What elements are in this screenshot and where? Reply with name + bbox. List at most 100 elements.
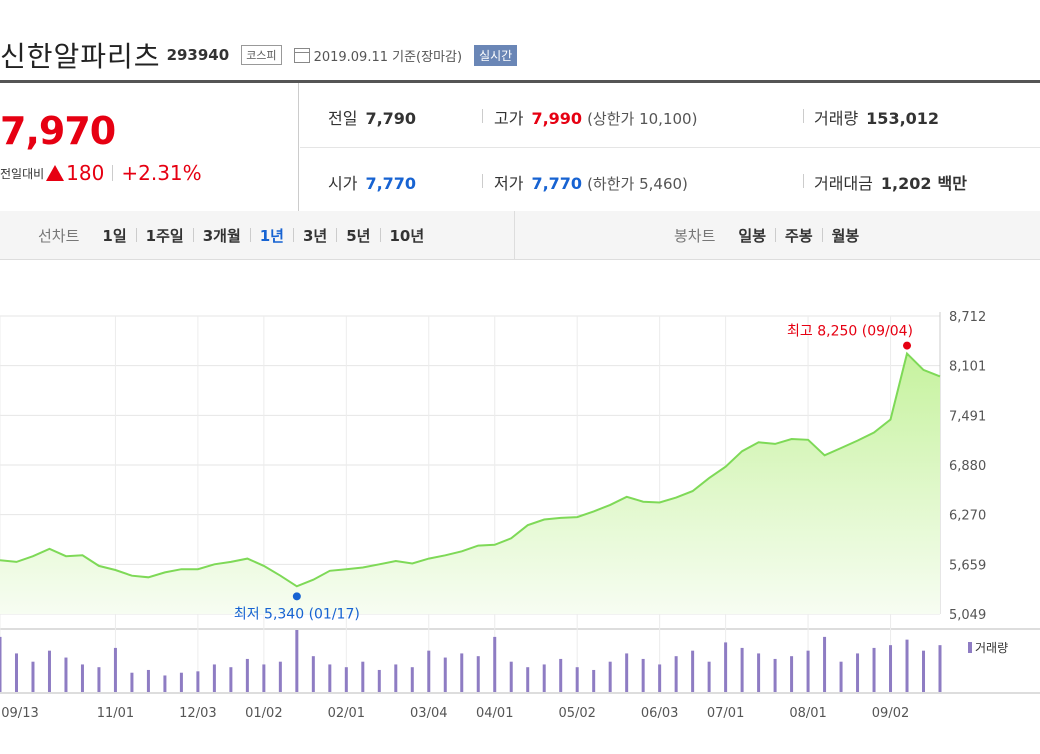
volume-bar bbox=[889, 645, 893, 692]
min-point bbox=[292, 592, 301, 601]
y-tick-label: 7,491 bbox=[949, 409, 986, 424]
stat-value: 153,012 bbox=[866, 109, 940, 128]
x-tick-label: 05/02 bbox=[558, 706, 595, 721]
volume-bar bbox=[806, 650, 810, 692]
chart-tabs: 선차트 1일 1주일 3개월 1년 3년 5년 10년 봉차트 일봉 주봉 월봉 bbox=[0, 211, 1040, 260]
stock-name: 신한알파리츠 bbox=[0, 40, 161, 73]
date-text: 2019.09.11 기준(장마감) bbox=[313, 49, 463, 65]
volume-bars: 거래량 bbox=[0, 630, 1008, 692]
tab-monthly[interactable]: 월봉 bbox=[831, 226, 860, 245]
volume-bar bbox=[922, 650, 926, 692]
realtime-button[interactable]: 실시간 bbox=[474, 44, 518, 66]
volume-bar bbox=[608, 661, 612, 692]
tab-daily[interactable]: 일봉 bbox=[738, 226, 767, 245]
y-tick-label: 8,712 bbox=[949, 310, 986, 325]
stat-sub: (상한가 10,100) bbox=[587, 110, 698, 128]
price-line bbox=[0, 351, 941, 588]
volume-bar bbox=[575, 667, 579, 692]
tab-3m[interactable]: 3개월 bbox=[202, 226, 241, 245]
stat-label: 거래량 bbox=[814, 109, 859, 128]
change-percent: +2.31% bbox=[121, 161, 202, 185]
volume-legend-label: 거래량 bbox=[975, 641, 1008, 655]
max-annotation: 최고 8,250 (09/04) bbox=[787, 324, 913, 340]
x-tick-label: 06/03 bbox=[641, 706, 678, 721]
price-area bbox=[0, 353, 940, 614]
change-value: 180 bbox=[66, 161, 105, 185]
divider bbox=[192, 228, 194, 242]
volume-bar bbox=[691, 650, 695, 692]
y-tick-label: 6,880 bbox=[949, 459, 986, 474]
volume-bar bbox=[130, 672, 134, 692]
stat-value: 7,790 bbox=[365, 109, 417, 128]
y-tick-label: 8,101 bbox=[949, 360, 986, 375]
volume-bar bbox=[245, 658, 249, 692]
volume-bar bbox=[64, 657, 68, 692]
stat-value: 7,770 bbox=[365, 174, 417, 193]
stat-label: 저가 bbox=[494, 174, 524, 193]
volume-bar bbox=[361, 661, 365, 692]
stat-label: 전일 bbox=[328, 109, 358, 128]
divider bbox=[293, 228, 294, 242]
volume-bar bbox=[113, 647, 117, 692]
price-summary: 7,970 전일대비 180 +2.31% 전일 7,790 고가 7,990 … bbox=[0, 80, 1040, 214]
volume-bar bbox=[559, 658, 563, 692]
y-tick-label: 5,659 bbox=[949, 558, 986, 573]
stat-low: 저가 7,770 (하한가 5,460) bbox=[494, 170, 688, 194]
volume-bar bbox=[872, 647, 876, 692]
divider bbox=[482, 109, 483, 123]
volume-bar bbox=[229, 667, 233, 692]
volume-bar bbox=[542, 664, 546, 692]
x-tick-label: 02/01 bbox=[328, 706, 365, 721]
volume-bar bbox=[823, 636, 827, 692]
volume-bar bbox=[460, 653, 464, 692]
y-axis-labels: 8,712 8,101 7,491 6,880 6,270 5,659 5,049 bbox=[949, 310, 986, 623]
x-tick-label: 08/01 bbox=[789, 706, 826, 721]
volume-bar bbox=[509, 661, 513, 692]
tab-1y[interactable]: 1년 bbox=[259, 226, 284, 245]
divider bbox=[336, 228, 338, 242]
stat-unit: 백만 bbox=[937, 174, 967, 193]
candle-chart-label: 봉차트 bbox=[674, 226, 716, 245]
divider bbox=[379, 228, 381, 242]
price-chart: 8,712 8,101 7,491 6,880 6,270 5,659 5,049 최고 8… bbox=[0, 310, 1040, 721]
volume-bar bbox=[179, 672, 183, 692]
volume-bar bbox=[443, 657, 447, 692]
market-badge: 코스피 bbox=[241, 45, 282, 65]
volume-bar bbox=[328, 664, 332, 692]
divider bbox=[775, 228, 777, 242]
volume-bar bbox=[790, 656, 794, 692]
volume-bar bbox=[526, 667, 530, 692]
divider bbox=[821, 228, 823, 242]
volume-bar bbox=[377, 669, 381, 692]
volume-bar bbox=[493, 636, 497, 692]
tab-1w[interactable]: 1주일 bbox=[145, 226, 184, 245]
stock-title-row: 신한알파리츠 293940 코스피 2019.09.11 기준(장마감) 실시간 bbox=[0, 38, 518, 73]
stat-grid: 전일 7,790 고가 7,990 (상한가 10,100) 거래량 153,0… bbox=[300, 83, 1040, 213]
x-tick-label: 12/03 bbox=[179, 706, 216, 721]
stat-value: 7,770 bbox=[531, 174, 583, 193]
divider bbox=[482, 174, 483, 188]
x-tick-label: 01/02 bbox=[245, 706, 282, 721]
stat-sub: (하한가 5,460) bbox=[587, 175, 688, 193]
y-tick-label: 6,270 bbox=[949, 509, 986, 524]
volume-bar bbox=[394, 664, 398, 692]
x-tick-label: 04/01 bbox=[476, 706, 513, 721]
change-row: 전일대비 180 +2.31% bbox=[0, 161, 202, 185]
volume-bar bbox=[674, 656, 678, 692]
min-annotation: 최저 5,340 (01/17) bbox=[234, 606, 360, 622]
stat-value: 7,990 bbox=[531, 109, 583, 128]
y-tick-label: 5,049 bbox=[949, 608, 986, 623]
volume-bar bbox=[856, 653, 860, 692]
x-tick-label: 11/01 bbox=[97, 706, 134, 721]
tab-5y[interactable]: 5년 bbox=[346, 226, 371, 245]
volume-bar bbox=[773, 658, 777, 692]
tab-10y[interactable]: 10년 bbox=[389, 226, 425, 245]
stat-amount: 거래대금 1,202 백만 bbox=[814, 170, 967, 194]
line-chart-label: 선차트 bbox=[38, 226, 80, 245]
tab-weekly[interactable]: 주봉 bbox=[785, 226, 813, 245]
tab-3y[interactable]: 3년 bbox=[303, 226, 328, 245]
tab-1d[interactable]: 1일 bbox=[102, 226, 127, 245]
stat-high: 고가 7,990 (상한가 10,100) bbox=[494, 105, 697, 129]
volume-bar bbox=[278, 661, 282, 692]
volume-bar bbox=[839, 661, 843, 692]
